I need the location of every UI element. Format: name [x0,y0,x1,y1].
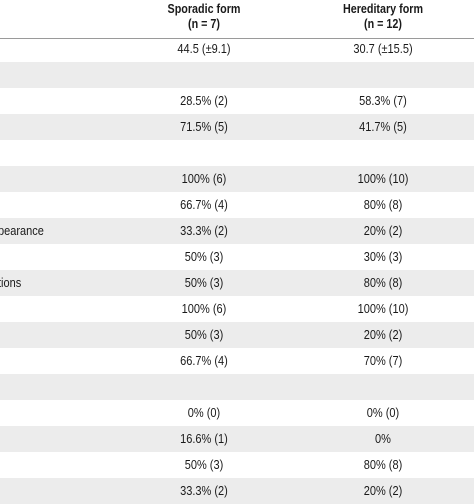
header-sporadic: Sporadic form (n = 7) [135,2,273,32]
row-label [0,140,95,166]
hereditary-value: 58.3% (7) [359,94,407,108]
table-row: 50% (3) 80% (8) [0,452,474,478]
sporadic-value: 28.5% (2) [180,94,228,108]
hereditary-value [313,62,454,88]
sporadic-value: 100% (6) [181,172,227,186]
row-label [0,88,95,114]
sporadic-value [134,374,275,400]
table-row: 50% (3) 30% (3) [0,244,474,270]
sporadic-value: 100% (6) [181,302,227,316]
hereditary-value: 0% [375,432,391,446]
hereditary-value: 20% (2) [363,224,403,238]
row-label: pearance [0,224,44,238]
sporadic-value: 50% (3) [184,458,224,472]
table-row: 66.7% (4) 70% (7) [0,348,474,374]
hereditary-value: 0% (0) [366,406,400,420]
header-sporadic-title: Sporadic form [167,2,241,16]
sporadic-value: 44.5 (±9.1) [177,42,231,56]
table-row: 50% (3) 20% (2) [0,322,474,348]
hereditary-value: 20% (2) [363,328,403,342]
table-row: 44.5 (±9.1) 30.7 (±15.5) [0,36,474,62]
sporadic-value: 16.6% (1) [180,432,228,446]
header-hereditary: Hereditary form (n = 12) [314,2,452,32]
header-rule [0,38,474,39]
sporadic-value: 66.7% (4) [180,354,228,368]
row-label [0,62,95,88]
sporadic-value [134,140,275,166]
sporadic-value: 0% (0) [187,406,221,420]
sporadic-value: 66.7% (4) [180,198,228,212]
hereditary-value: 80% (8) [363,198,403,212]
sporadic-value [134,62,275,88]
sporadic-value: 50% (3) [184,276,224,290]
hereditary-value: 100% (10) [357,302,409,316]
hereditary-value [313,374,454,400]
table-row: 0% (0) 0% (0) [0,400,474,426]
table-row: tions 50% (3) 80% (8) [0,270,474,296]
sporadic-value: 33.3% (2) [180,484,228,498]
row-label [0,374,95,400]
row-label [0,478,95,504]
row-label [0,166,95,192]
sporadic-value: 50% (3) [184,250,224,264]
sporadic-value: 71.5% (5) [180,120,228,134]
hereditary-value: 30.7 (±15.5) [353,42,413,56]
row-label [0,348,95,374]
table-header: Sporadic form (n = 7) Hereditary form (n… [0,0,474,36]
row-label [0,192,95,218]
row-label [0,244,95,270]
table-row: 33.3% (2) 20% (2) [0,478,474,504]
hereditary-value [313,140,454,166]
table-row: 100% (6) 100% (10) [0,166,474,192]
table-row: 66.7% (4) 80% (8) [0,192,474,218]
hereditary-value: 41.7% (5) [359,120,407,134]
table-row [0,374,474,400]
row-label: tions [0,276,22,290]
row-label [0,400,95,426]
table-row: pearance 33.3% (2) 20% (2) [0,218,474,244]
hereditary-value: 80% (8) [363,458,403,472]
table-row [0,140,474,166]
header-hereditary-n: (n = 12) [364,17,402,31]
hereditary-value: 80% (8) [363,276,403,290]
table-row: 28.5% (2) 58.3% (7) [0,88,474,114]
table-row: 100% (6) 100% (10) [0,296,474,322]
sporadic-value: 33.3% (2) [180,224,228,238]
row-label [0,426,95,452]
table-row: 71.5% (5) 41.7% (5) [0,114,474,140]
row-label [0,114,95,140]
hereditary-value: 70% (7) [363,354,403,368]
row-label [0,322,95,348]
sporadic-value: 50% (3) [184,328,224,342]
header-sporadic-n: (n = 7) [188,17,220,31]
hereditary-value: 100% (10) [357,172,409,186]
row-label [0,296,95,322]
table-row: 16.6% (1) 0% [0,426,474,452]
header-hereditary-title: Hereditary form [342,2,424,16]
hereditary-value: 20% (2) [363,484,403,498]
hereditary-value: 30% (3) [363,250,403,264]
row-label [0,452,95,478]
table-row [0,62,474,88]
row-label [0,36,95,62]
